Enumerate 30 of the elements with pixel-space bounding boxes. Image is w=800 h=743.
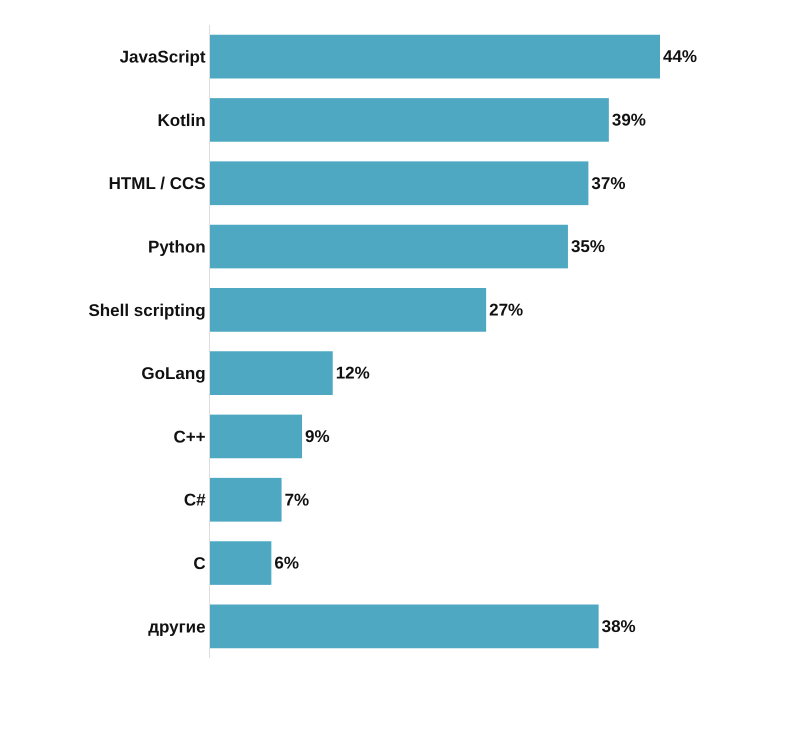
y-tick-label: другие bbox=[148, 617, 206, 636]
y-tick-label: GoLang bbox=[141, 364, 206, 384]
data-label: 27% bbox=[489, 300, 524, 320]
y-tick-label: C# bbox=[184, 490, 206, 510]
bar bbox=[210, 288, 486, 332]
data-label: 39% bbox=[612, 110, 646, 130]
data-label: 12% bbox=[336, 364, 370, 383]
bar bbox=[210, 224, 568, 268]
bar bbox=[210, 351, 333, 395]
data-label: 7% bbox=[284, 490, 310, 510]
data-label: 35% bbox=[570, 237, 605, 256]
y-tick-label: HTML / CCS bbox=[108, 174, 206, 194]
bar bbox=[210, 541, 272, 585]
bar bbox=[210, 604, 599, 648]
y-tick-label: C++ bbox=[173, 427, 206, 446]
data-label: 6% bbox=[274, 554, 299, 573]
data-label: 38% bbox=[602, 616, 636, 636]
bar bbox=[210, 478, 282, 522]
data-label: 44% bbox=[663, 47, 698, 66]
bar bbox=[210, 414, 302, 458]
bar bbox=[210, 161, 588, 206]
bar bbox=[210, 34, 660, 78]
y-tick-label: Python bbox=[148, 238, 206, 256]
y-tick-label: Kotlin bbox=[157, 110, 206, 130]
y-tick-label: C bbox=[193, 554, 206, 573]
bar bbox=[210, 98, 609, 142]
data-label: 9% bbox=[305, 426, 330, 446]
y-tick-label: JavaScript bbox=[120, 48, 206, 67]
y-tick-label: Shell scripting bbox=[88, 300, 206, 320]
data-label: 37% bbox=[591, 174, 626, 193]
